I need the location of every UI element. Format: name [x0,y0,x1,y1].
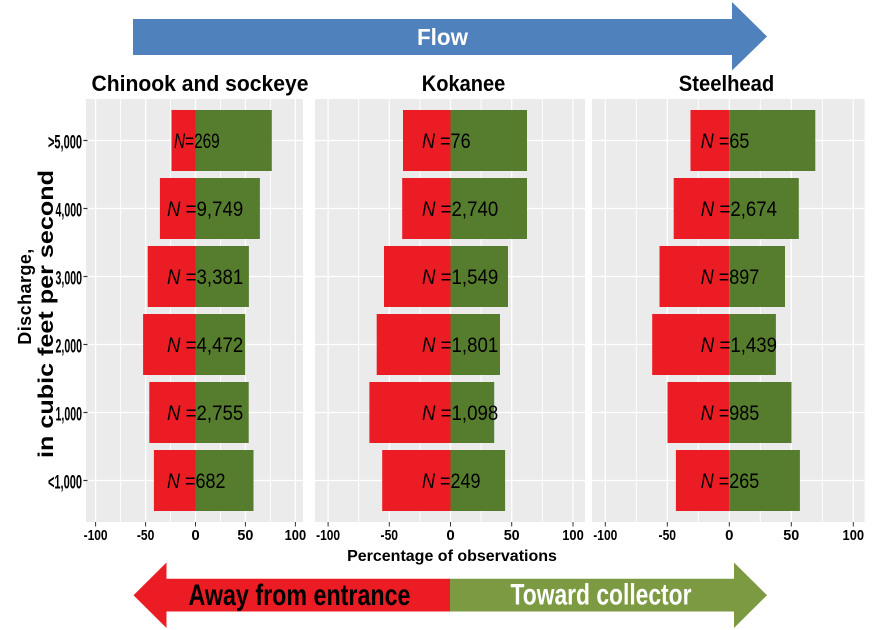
svg-text:100: 100 [843,527,865,544]
svg-text:2,000: 2,000 [56,336,83,357]
svg-text:N =1,439: N =1,439 [701,334,777,357]
svg-text:Kokanee: Kokanee [422,71,506,96]
svg-text:N =985: N =985 [701,402,760,425]
svg-text:N =3,381: N =3,381 [167,266,243,289]
svg-text:<1,000: <1,000 [48,472,82,493]
svg-text:N =4,472: N =4,472 [167,334,243,357]
svg-text:0: 0 [446,527,454,544]
svg-text:Percentage of observations: Percentage of observations [347,548,557,565]
svg-text:Discharge,: Discharge, [15,249,35,345]
svg-text:-50: -50 [381,527,399,544]
svg-text:-50: -50 [137,527,155,544]
svg-text:0: 0 [191,527,199,544]
svg-text:3,000: 3,000 [56,268,83,289]
svg-text:N =2,755: N =2,755 [167,402,243,425]
svg-text:N =2,674: N =2,674 [701,198,777,221]
svg-text:>5,000: >5,000 [48,132,82,153]
svg-text:N =2,740: N =2,740 [422,198,498,221]
svg-text:N =1,098: N =1,098 [422,402,498,425]
svg-text:0: 0 [725,527,733,544]
svg-text:100: 100 [285,527,307,544]
svg-text:-100: -100 [316,527,340,544]
svg-text:N=269: N=269 [174,130,220,153]
svg-text:N =1,801: N =1,801 [422,334,498,357]
svg-text:N =65: N =65 [701,130,750,153]
svg-text:-50: -50 [659,527,677,544]
svg-text:Toward collector: Toward collector [511,579,692,612]
svg-text:N =76: N =76 [422,130,471,153]
svg-text:Chinook and sockeye: Chinook and sockeye [92,71,309,96]
svg-text:N =249: N =249 [422,470,481,493]
svg-text:in cubic feet per second: in cubic feet per second [35,170,58,458]
svg-text:4,000: 4,000 [56,200,83,221]
svg-text:-100: -100 [84,527,108,544]
svg-text:100: 100 [562,527,584,544]
svg-text:-100: -100 [593,527,617,544]
svg-text:Flow: Flow [417,24,468,50]
svg-text:Away from entrance: Away from entrance [189,579,411,612]
svg-text:50: 50 [504,527,520,544]
svg-text:Steelhead: Steelhead [679,71,775,96]
svg-text:N =682: N =682 [167,470,226,493]
svg-text:50: 50 [783,527,799,544]
svg-text:1,000: 1,000 [56,404,83,425]
svg-text:N =265: N =265 [701,470,760,493]
svg-text:N =1,549: N =1,549 [422,266,498,289]
svg-text:50: 50 [237,527,253,544]
svg-text:N =9,749: N =9,749 [167,198,243,221]
svg-text:N =897: N =897 [701,266,760,289]
